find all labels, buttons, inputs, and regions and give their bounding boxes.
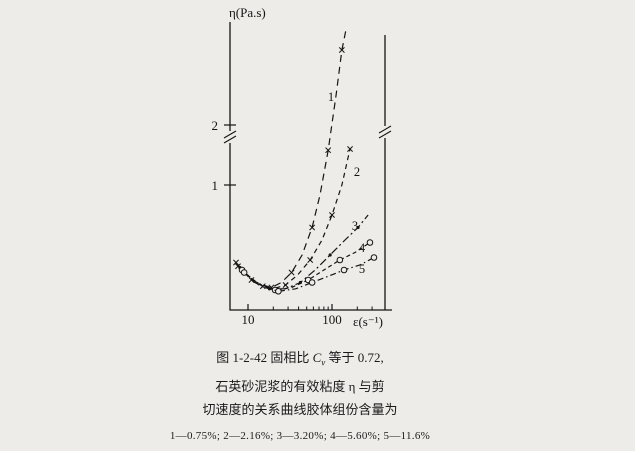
svg-text:100: 100 [322, 312, 342, 327]
series-label-2: 2 [354, 165, 360, 179]
svg-text:1: 1 [212, 178, 219, 193]
figure-caption: 图 1-2-42 固相比 Cv 等于 0.72, 石英砂泥浆的有效粘度 η 与剪… [0, 346, 600, 448]
series-label-1: 1 [328, 90, 334, 104]
series-label-5: 5 [359, 262, 365, 276]
caption-line-1: 图 1-2-42 固相比 Cv 等于 0.72, [0, 346, 600, 375]
series-label-4: 4 [359, 241, 366, 255]
caption-line-2: 石英砂泥浆的有效粘度 η 与剪 [215, 378, 385, 394]
solid-ratio-symbol: Cv [312, 350, 326, 368]
x-axis-label: ε(s⁻¹) [353, 314, 383, 329]
svg-text:10: 10 [242, 312, 255, 327]
svg-text:2: 2 [212, 118, 219, 133]
caption-legend-line: 1—0.75%; 2—2.16%; 3—3.20%; 4—5.60%; 5—11… [169, 429, 431, 442]
caption-line-3: 切速度的关系曲线胶体组份含量为 [202, 401, 398, 417]
y-axis-label: η(Pa.s) [229, 5, 266, 20]
viscosity-shear-rate-chart: 1 2 10 100 1 2 34 5 [212, 22, 392, 327]
series-label-3: 3 [352, 219, 358, 233]
caption-figure-number: 图 1-2-42 固相比 [216, 350, 313, 365]
caption-line-1-rest: 等于 0.72, [325, 350, 384, 365]
